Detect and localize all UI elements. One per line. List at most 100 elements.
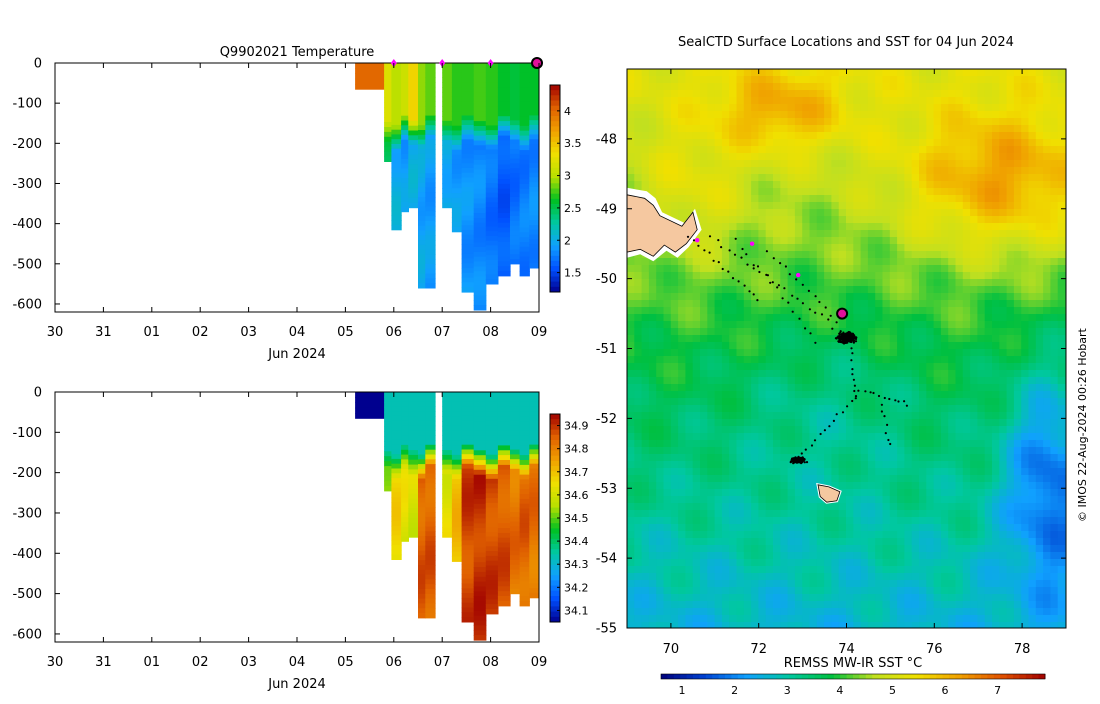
sst-cell	[868, 244, 876, 251]
profile-cell	[462, 550, 475, 555]
sst-cell	[817, 111, 825, 118]
sst-cell	[780, 202, 788, 209]
profile-cell	[474, 281, 487, 286]
sst-cell	[926, 384, 934, 391]
sst-cell	[1043, 174, 1051, 181]
sst-cell	[1036, 412, 1044, 419]
sst-cell	[890, 251, 898, 258]
sst-cell	[912, 97, 920, 104]
profile-cell	[418, 207, 426, 212]
sst-cell	[831, 111, 839, 118]
sst-cell	[664, 440, 672, 447]
sst-cell	[956, 167, 964, 174]
sst-cell	[941, 286, 949, 293]
profile-cell	[510, 478, 520, 483]
sst-cell	[773, 195, 781, 202]
profile-cell	[510, 560, 520, 565]
sst-cell	[941, 433, 949, 440]
sst-cell	[919, 286, 927, 293]
profile-cell	[486, 407, 499, 412]
profile-cell	[355, 84, 385, 90]
profile-cell	[462, 540, 475, 545]
sst-cell	[1058, 454, 1066, 461]
y-tick-label: -200	[12, 137, 42, 152]
sst-cell	[649, 293, 657, 300]
sst-cell	[642, 160, 650, 167]
sst-cell	[1007, 160, 1015, 167]
profile-cell	[418, 416, 426, 421]
profile-cell	[462, 282, 475, 287]
sst-cell	[963, 97, 971, 104]
sst-cell	[875, 370, 883, 377]
sst-cell	[758, 230, 766, 237]
sst-cell	[780, 237, 788, 244]
sst-cell	[722, 76, 730, 83]
profile-cell	[462, 612, 475, 617]
profile-cell	[401, 440, 409, 445]
profile-cell	[384, 97, 392, 103]
profile-cell	[442, 174, 452, 179]
sst-cell	[839, 384, 847, 391]
sst-cell	[715, 139, 723, 146]
sst-cell	[1029, 440, 1037, 447]
sst-cell	[970, 279, 978, 286]
sst-cell	[861, 433, 869, 440]
profile-cell	[462, 502, 475, 507]
sst-cell	[737, 370, 745, 377]
sst-cell	[912, 398, 920, 405]
sst-cell	[853, 370, 861, 377]
sst-cell	[1014, 97, 1022, 104]
profile-cell	[418, 178, 426, 183]
profile-cell	[462, 440, 475, 445]
profile-cell	[474, 87, 487, 92]
profile-cell	[462, 216, 475, 221]
sst-cell	[751, 440, 759, 447]
sst-cell	[1014, 139, 1022, 146]
sst-cell	[671, 363, 679, 370]
sst-cell	[861, 454, 869, 461]
profile-cell	[529, 258, 538, 263]
sst-cell	[985, 90, 993, 97]
sst-cell	[715, 356, 723, 363]
map-title: SealCTD Surface Locations and SST for 04…	[678, 35, 1014, 50]
profile-cell	[391, 154, 401, 159]
sst-cell	[737, 440, 745, 447]
sst-cell	[941, 244, 949, 251]
colorbar-segment	[550, 230, 560, 236]
sst-cell	[766, 195, 774, 202]
sst-cell	[744, 433, 752, 440]
sst-cell	[802, 83, 810, 90]
profile-cell	[401, 135, 409, 140]
profile-cell	[401, 421, 409, 426]
sst-cell	[970, 447, 978, 454]
sst-cell	[912, 468, 920, 475]
sst-cell	[970, 461, 978, 468]
profile-cell	[486, 106, 499, 111]
profile-cell	[442, 78, 452, 83]
sst-cell	[700, 342, 708, 349]
sst-cell	[853, 412, 861, 419]
sst-cell	[904, 405, 912, 412]
sst-cell	[1036, 97, 1044, 104]
profile-cell	[391, 144, 401, 149]
sst-cell	[722, 363, 730, 370]
profile-cell	[418, 531, 426, 536]
sst-cell	[890, 384, 898, 391]
sst-cell	[1014, 111, 1022, 118]
sst-cell	[795, 475, 803, 482]
sst-cell	[846, 83, 854, 90]
sst-cell	[715, 223, 723, 230]
sst-cell	[1029, 251, 1037, 258]
sst-cell	[678, 202, 686, 209]
sst-cell	[831, 76, 839, 83]
profile-cell	[510, 464, 520, 469]
sst-cell	[912, 111, 920, 118]
profile-cell	[462, 464, 475, 469]
sst-cell	[685, 251, 693, 258]
sst-cell	[999, 314, 1007, 321]
profile-cell	[520, 179, 530, 184]
sst-cell	[948, 90, 956, 97]
profile-cell	[520, 591, 530, 597]
sst-cell	[941, 447, 949, 454]
profile-cell	[391, 555, 401, 560]
